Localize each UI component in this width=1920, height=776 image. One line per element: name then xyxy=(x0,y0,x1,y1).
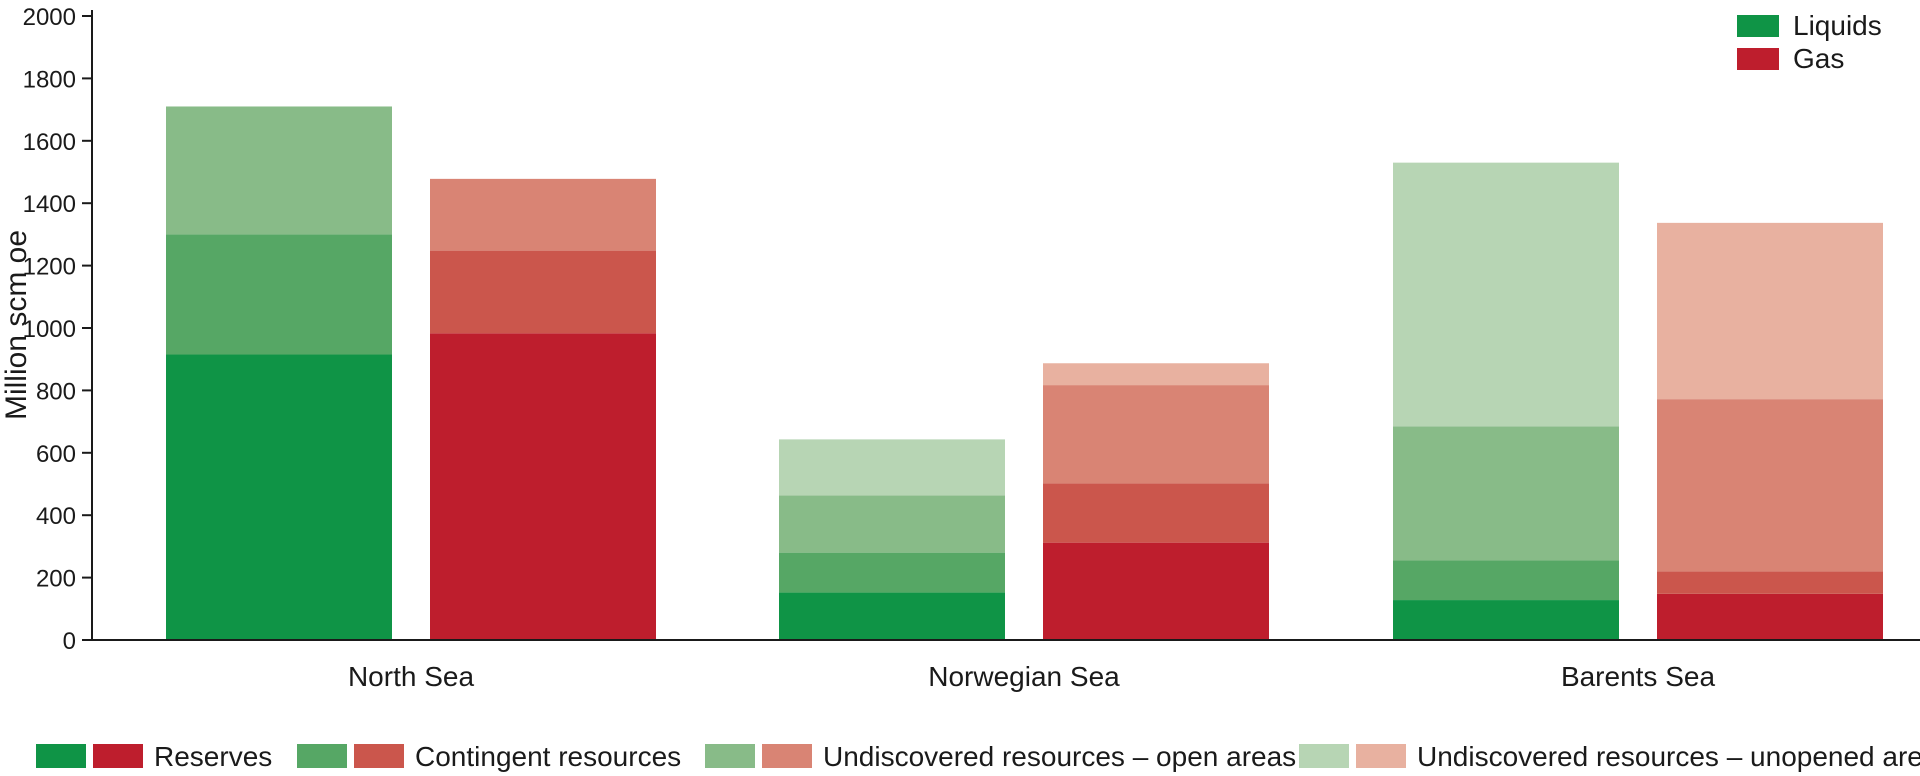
x-category-label: North Sea xyxy=(348,661,474,692)
bar-segment-liquids-4 xyxy=(779,439,1005,496)
bar-segment-gas-4 xyxy=(1657,222,1883,400)
legend-label: Gas xyxy=(1793,43,1844,74)
legend-swatch-liquids xyxy=(705,744,755,768)
y-tick-label: 1400 xyxy=(23,191,76,218)
legend-swatch-liquids xyxy=(297,744,347,768)
x-category-label: Norwegian Sea xyxy=(928,661,1120,692)
y-tick-label: 400 xyxy=(36,503,76,530)
y-tick-label: 1200 xyxy=(23,254,76,281)
bar-segment-liquids-3 xyxy=(779,495,1005,553)
bar-segment-liquids-3 xyxy=(166,106,392,235)
y-axis-title: Million scm oe xyxy=(0,230,33,420)
legend-swatch-liquids xyxy=(1299,744,1349,768)
legend-swatch xyxy=(1737,48,1779,70)
bar-segment-liquids-1 xyxy=(166,354,392,640)
bar-segment-gas-3 xyxy=(1657,399,1883,572)
bar-segment-gas-2 xyxy=(430,250,656,334)
bar-segment-gas-1 xyxy=(430,333,656,640)
legend-label: Liquids xyxy=(1793,10,1882,41)
y-tick-label: 600 xyxy=(36,441,76,468)
y-tick-label: 1000 xyxy=(23,316,76,343)
bar-segment-liquids-2 xyxy=(1393,560,1619,601)
bar-segment-liquids-2 xyxy=(779,552,1005,593)
bars xyxy=(166,106,1883,640)
legend-label: Contingent resources xyxy=(415,741,681,772)
bar-segment-liquids-2 xyxy=(166,234,392,355)
bar-segment-gas-1 xyxy=(1657,593,1883,640)
y-axis: 0 200 400 600 800 1000 1200 1400 1600 1800 2000 xyxy=(23,4,93,655)
legend-swatch-liquids xyxy=(36,744,86,768)
y-tick-label: 0 xyxy=(63,628,76,655)
legend-label: Undiscovered resources – open areas xyxy=(823,741,1296,772)
legend-label: Undiscovered resources – unopened areas xyxy=(1417,741,1920,772)
x-axis: North Sea Norwegian Sea Barents Sea xyxy=(92,639,1920,692)
bar-segment-liquids-1 xyxy=(1393,600,1619,640)
legend-swatch xyxy=(1737,15,1779,37)
legend-bottom: Reserves Contingent resources Undiscovered… xyxy=(36,741,1920,772)
y-tick-label: 2000 xyxy=(23,4,76,31)
legend-label: Reserves xyxy=(154,741,272,772)
y-tick-label: 1800 xyxy=(23,66,76,93)
bar-segment-liquids-3 xyxy=(1393,426,1619,561)
y-tick-label: 200 xyxy=(36,566,76,593)
bar-segment-gas-2 xyxy=(1043,483,1269,543)
y-tick-label: 1600 xyxy=(23,129,76,156)
legend-swatch-gas xyxy=(1356,744,1406,768)
bar-segment-liquids-4 xyxy=(1393,162,1619,427)
bar-segment-gas-3 xyxy=(1043,385,1269,484)
y-tick-label: 800 xyxy=(36,378,76,405)
bar-segment-liquids-1 xyxy=(779,592,1005,640)
bar-segment-gas-2 xyxy=(1657,571,1883,594)
legend-swatch-gas xyxy=(354,744,404,768)
legend-swatch-gas xyxy=(762,744,812,768)
bar-segment-gas-3 xyxy=(430,178,656,251)
bar-segment-gas-1 xyxy=(1043,542,1269,640)
bar-segment-gas-4 xyxy=(1043,363,1269,386)
x-category-label: Barents Sea xyxy=(1561,661,1716,692)
legend-swatch-gas xyxy=(93,744,143,768)
